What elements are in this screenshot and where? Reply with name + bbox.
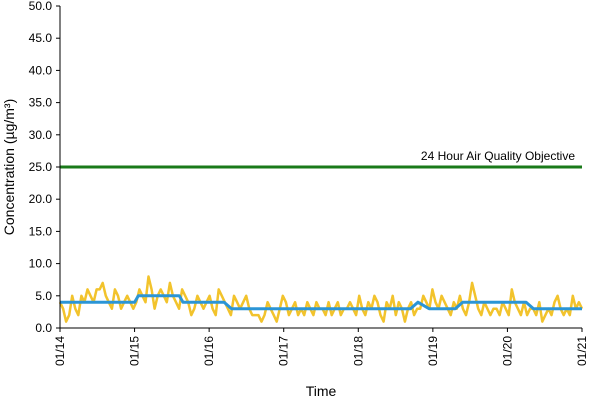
x-tick-label: 01/19 (426, 336, 440, 366)
y-tick-label: 5.0 (35, 289, 52, 303)
x-tick-label: 01/20 (500, 336, 514, 366)
y-tick-label: 15.0 (29, 224, 53, 238)
hourly-series-line (58, 275, 584, 323)
x-tick-label: 01/18 (351, 336, 365, 366)
x-tick-label: 01/16 (202, 336, 216, 366)
y-tick-label: 35.0 (29, 96, 53, 110)
daily-average-line (60, 294, 582, 311)
plot-area (58, 165, 584, 323)
y-tick-label: 25.0 (29, 160, 53, 174)
y-tick-label: 50.0 (29, 0, 53, 13)
x-tick-label: 01/17 (277, 336, 291, 366)
y-tick-label: 20.0 (29, 192, 53, 206)
x-axis-ticks: 01/14 01/15 01/16 01/17 01/18 01/19 01/20 01/21 (53, 328, 589, 366)
y-tick-label: 40.0 (29, 63, 53, 77)
x-tick-label: 01/14 (53, 336, 67, 366)
y-tick-label: 10.0 (29, 257, 53, 271)
y-axis-ticks: 0.0 5.0 10.0 15.0 20.0 25.0 30.0 35.0 40.0 45.0 50… (29, 0, 60, 335)
y-tick-label: 45.0 (29, 31, 53, 45)
x-axis-title: Time (306, 383, 337, 399)
x-tick-label: 01/15 (128, 336, 142, 366)
objective-annotation: 24 Hour Air Quality Objective (421, 149, 575, 163)
y-axis-title: Concentration (µg/m³) (1, 99, 17, 235)
y-tick-label: 30.0 (29, 128, 53, 142)
x-tick-label: 01/21 (575, 336, 589, 366)
y-tick-label: 0.0 (35, 321, 52, 335)
